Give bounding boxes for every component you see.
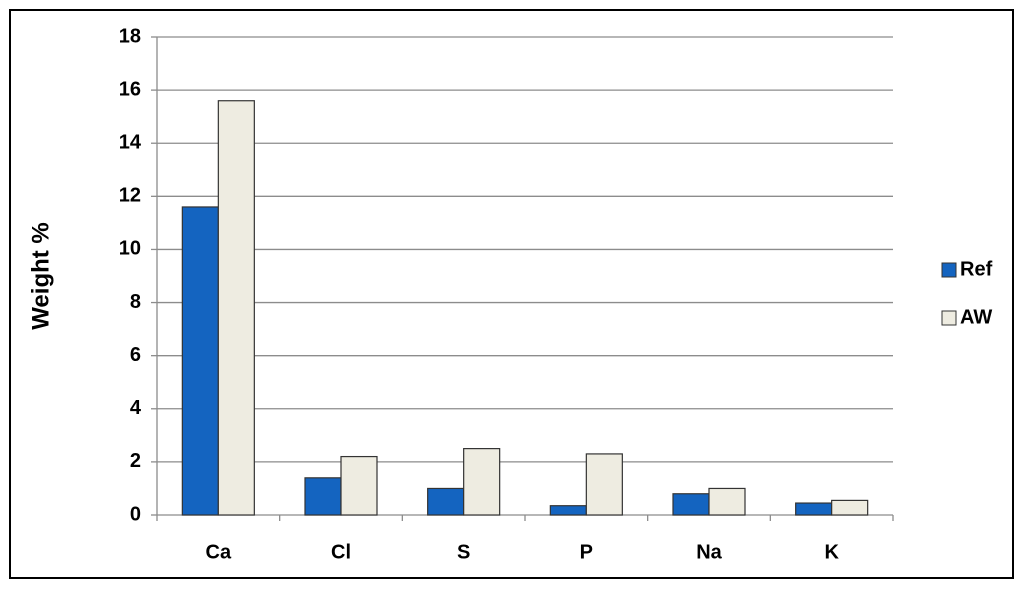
chart-frame — [9, 9, 1014, 579]
bar — [217, 100, 255, 516]
bar — [549, 505, 587, 516]
legend-swatch — [941, 262, 957, 278]
y-axis-label: Weight % — [27, 222, 54, 330]
x-tick-label: Cl — [331, 541, 351, 563]
bar — [795, 502, 833, 516]
x-tick-label: K — [824, 541, 839, 563]
x-tick-label: P — [580, 541, 593, 563]
legend-label: Ref — [960, 258, 993, 280]
y-tick-label: 2 — [130, 450, 141, 472]
x-tick-label: Na — [696, 541, 722, 563]
y-tick-label: 8 — [130, 291, 141, 313]
y-tick-label: 10 — [119, 238, 141, 260]
y-tick-label: 6 — [130, 344, 141, 366]
bar — [463, 448, 501, 516]
bar — [427, 487, 465, 516]
bar — [708, 487, 746, 516]
y-tick-label: 4 — [130, 397, 142, 419]
x-tick-label: S — [457, 541, 470, 563]
bar — [585, 453, 623, 516]
y-tick-label: 14 — [119, 132, 142, 154]
y-tick-label: 0 — [130, 503, 141, 525]
bar — [340, 455, 378, 516]
bar — [181, 206, 219, 516]
x-tick-label: Ca — [206, 541, 232, 563]
y-tick-label: 16 — [119, 78, 141, 100]
legend-label: AW — [960, 306, 992, 328]
y-tick-label: 18 — [119, 25, 141, 47]
bar — [831, 499, 869, 516]
y-tick-label: 12 — [119, 185, 141, 207]
bar — [672, 493, 710, 516]
bar — [304, 477, 342, 516]
legend-swatch — [941, 310, 957, 326]
